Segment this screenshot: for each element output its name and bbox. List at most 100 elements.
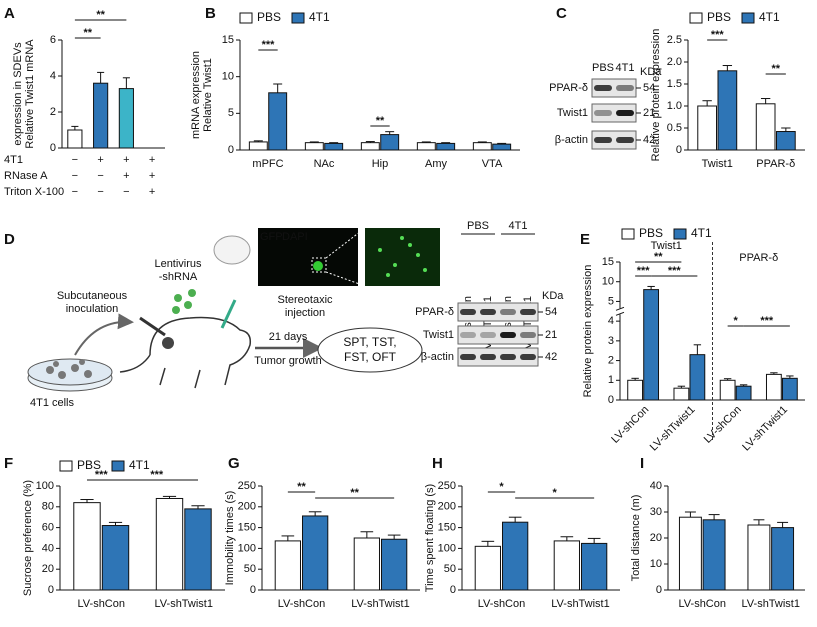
y-tick-label: 10 — [222, 71, 234, 83]
row-mark: + — [149, 170, 155, 182]
blot-group: 4T1 — [509, 220, 528, 232]
y-axis-label: Immobility times (s) — [224, 491, 236, 586]
row-mark: + — [149, 186, 155, 198]
row-mark: + — [123, 170, 129, 182]
significance-label: *** — [150, 469, 164, 481]
blot-band — [616, 137, 634, 143]
y-tick-label: 0 — [250, 584, 256, 596]
bar — [492, 143, 512, 151]
y-tick-label: 40 — [42, 542, 54, 554]
bar — [472, 142, 492, 151]
x-tick-label: LV-shTwist1 — [351, 598, 410, 610]
blot-unit: KDa — [542, 290, 564, 302]
y-tick-label: 20 — [650, 532, 662, 544]
significance-label: *** — [711, 29, 725, 41]
legend-label: 4T1 — [691, 226, 712, 240]
micrograph — [258, 228, 358, 286]
y-tick-label: 4 — [50, 70, 56, 82]
bar — [673, 387, 690, 401]
blot-row-label: Twist1 — [557, 107, 588, 119]
blot-lane-label: 4T1 — [616, 62, 635, 74]
bar — [304, 142, 324, 151]
group-title: PPAR-δ — [739, 252, 778, 264]
diagram-label: Tumor growth — [254, 355, 321, 367]
y-tick-label: 2 — [608, 354, 614, 366]
legend-swatch — [239, 12, 253, 24]
panel-letter: F — [4, 455, 13, 472]
x-tick-label: LV-shCon — [478, 598, 526, 610]
gfp-cells — [378, 236, 427, 277]
y-tick-label: 0 — [48, 584, 54, 596]
bar — [155, 497, 184, 591]
bar — [747, 524, 771, 591]
y-tick-label: 0 — [608, 394, 614, 406]
y-tick-label: 150 — [238, 522, 256, 534]
blot-kda: 42 — [545, 351, 557, 363]
x-tick-label: LV-shTwist1 — [155, 598, 214, 610]
bar — [474, 545, 501, 591]
y-axis-label: Time spent floating (s) — [424, 484, 436, 592]
y-tick-label: 40 — [650, 480, 662, 492]
diagram-label: GFP — [260, 231, 283, 243]
y-tick-label: 50 — [444, 563, 456, 575]
x-tick-label: VTA — [482, 158, 503, 170]
gfp-spot — [313, 261, 323, 271]
blot-kda: 21 — [643, 107, 655, 119]
bar — [502, 521, 529, 591]
blot-row-label: Twist1 — [423, 329, 454, 341]
bar — [67, 129, 83, 149]
bar — [771, 527, 795, 591]
y-tick-label: 3 — [608, 335, 614, 347]
blot-band — [616, 110, 634, 116]
blot-band — [500, 332, 516, 338]
y-tick-label: 2 — [50, 106, 56, 118]
row-label: RNase A — [4, 170, 48, 182]
bar — [765, 373, 782, 401]
axis-break — [616, 308, 624, 315]
diagram-label: Lentivirus — [154, 258, 202, 270]
bar — [719, 379, 736, 401]
significance-label: * — [553, 487, 558, 499]
bar — [416, 142, 436, 151]
row-mark: − — [72, 154, 78, 166]
significance-label: ** — [654, 251, 663, 263]
y-tick-label: 0.5 — [667, 122, 682, 134]
bar — [118, 88, 134, 149]
blot-band — [520, 332, 536, 338]
blot-row-label: PPAR-δ — [415, 306, 454, 318]
bar — [93, 82, 109, 149]
diagram-label: injection — [285, 307, 325, 319]
y-tick-label: 0 — [656, 584, 662, 596]
diagram-label: SPT, TST, — [343, 335, 396, 349]
x-tick-label: Hip — [372, 158, 389, 170]
y-tick-label: 250 — [438, 480, 456, 492]
significance-label: *** — [637, 265, 651, 277]
x-tick-label: LV-shCon — [702, 404, 744, 446]
blot-band — [520, 354, 536, 360]
y-tick-label: 100 — [36, 480, 54, 492]
legend-swatch — [59, 460, 73, 472]
blot-band — [594, 85, 612, 91]
y-tick-label: 2.0 — [667, 56, 682, 68]
bar — [755, 103, 776, 151]
bar — [775, 131, 796, 151]
y-tick-label: 2.5 — [667, 34, 682, 46]
legend-swatch — [673, 228, 687, 240]
y-tick-label: 100 — [238, 542, 256, 554]
legend-swatch — [741, 12, 755, 24]
bar — [184, 508, 212, 591]
y-tick-label: 80 — [42, 501, 54, 513]
injector — [220, 299, 237, 329]
x-tick-label: LV-shCon — [679, 598, 727, 610]
blot-band — [500, 354, 516, 360]
bar — [353, 537, 380, 591]
y-tick-label: 20 — [42, 563, 54, 575]
significance-label: ** — [297, 481, 306, 493]
y-axis-label: Relative Twist1 mRNA — [24, 39, 36, 149]
legend-swatch — [621, 228, 635, 240]
blot-band — [480, 309, 496, 315]
legend-swatch — [111, 460, 125, 472]
blot-kda: 42 — [643, 134, 655, 146]
row-mark: + — [149, 154, 155, 166]
bar — [248, 141, 268, 151]
